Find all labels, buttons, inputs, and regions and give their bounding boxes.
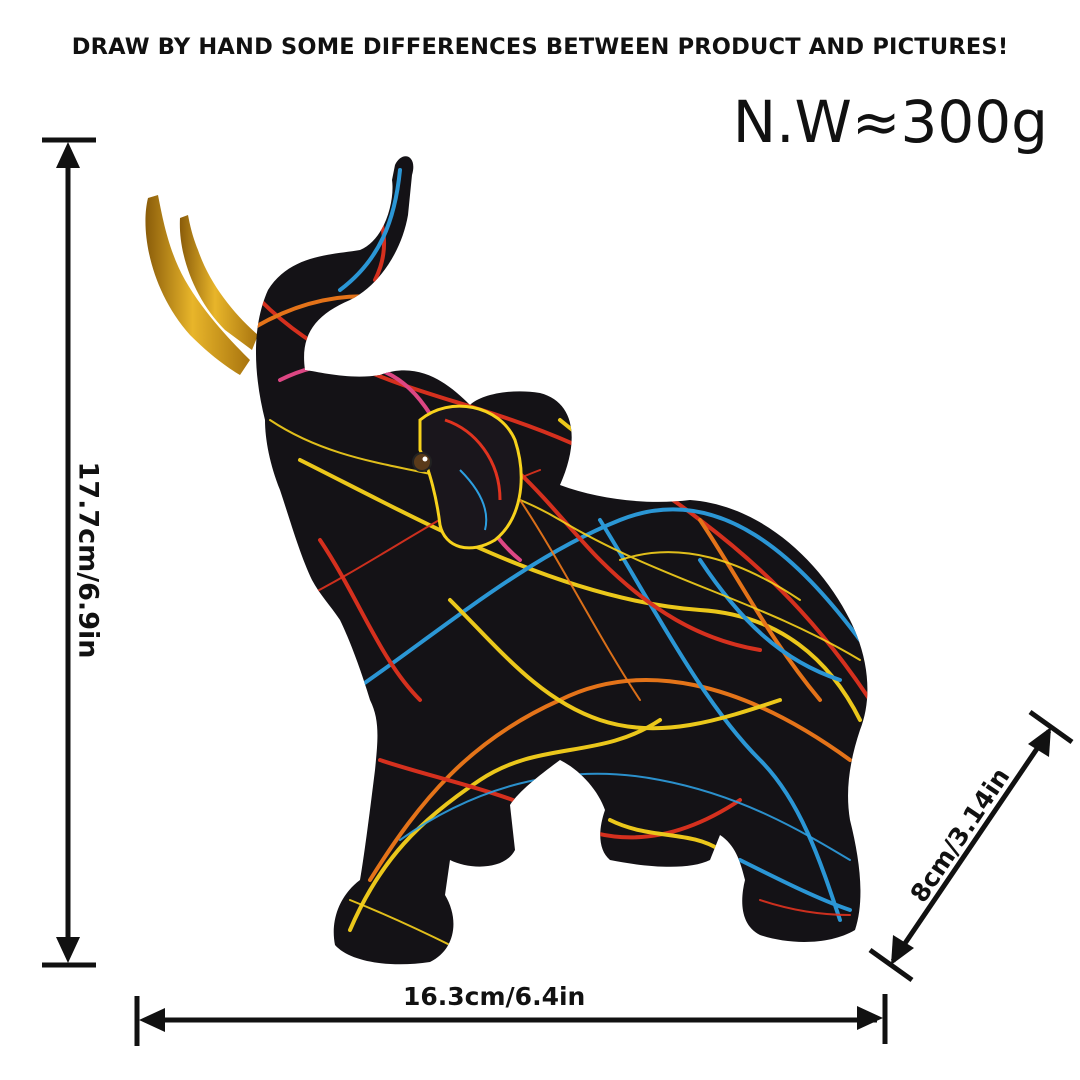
depth-dimension-line	[868, 709, 1074, 983]
tusk-left	[145, 195, 250, 375]
disclaimer-banner: DRAW BY HAND SOME DIFFERENCES BETWEEN PR…	[71, 34, 1009, 60]
net-weight-label: N.W≈300g	[732, 88, 1048, 156]
width-dimension-line	[134, 994, 888, 1046]
ear	[418, 404, 523, 550]
height-dimension-line	[42, 137, 96, 968]
tusk-right	[179, 215, 258, 350]
elephant-body	[255, 156, 868, 965]
width-label: 16.3cm/6.4in	[403, 982, 586, 1011]
eye	[412, 452, 432, 472]
height-label: 17.7cm/6.9in	[72, 461, 104, 659]
